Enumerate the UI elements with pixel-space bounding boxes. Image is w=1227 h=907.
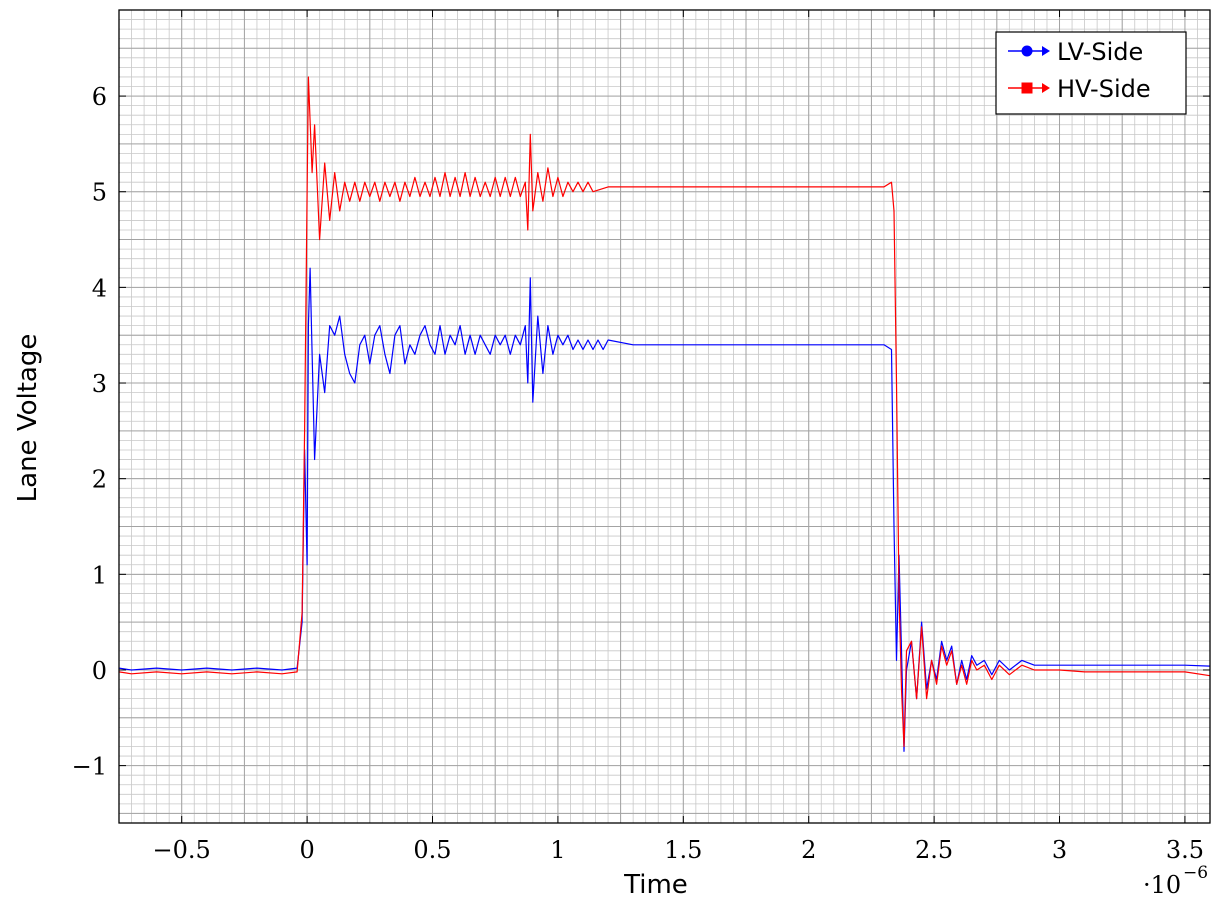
x-scale-exponent: −6: [1183, 863, 1208, 883]
legend-lv-marker-icon: [1021, 45, 1033, 57]
y-tick-label: 4: [92, 274, 107, 302]
x-scale-factor: ·10 −6: [1143, 863, 1208, 899]
x-tick-label: 0: [299, 836, 314, 864]
x-tick-label: 2.5: [915, 836, 953, 864]
legend-entry-hv: HV-Side: [1008, 75, 1151, 103]
legend-hv-label: HV-Side: [1057, 75, 1151, 103]
x-scale-base: ·10: [1143, 871, 1181, 899]
y-tick-label: 3: [92, 370, 107, 398]
minor-grid: [118, 9, 1211, 824]
x-tick-label: 1: [550, 836, 565, 864]
legend-hv-arrow: [1042, 83, 1050, 93]
y-tick-label: 2: [92, 466, 107, 494]
y-axis-label: Lane Voltage: [13, 334, 43, 503]
legend: LV-Side HV-Side: [995, 31, 1187, 115]
series-line-lv-side: [119, 267, 1210, 752]
y-tick-label: 1: [92, 561, 107, 589]
legend-lv-arrow: [1042, 46, 1050, 56]
major-grid: [118, 10, 1210, 823]
x-tick-label: 1.5: [664, 836, 702, 864]
y-tick-label: 0: [92, 657, 107, 685]
x-tick-label: 0.5: [413, 836, 451, 864]
x-tick-label: 3: [1052, 836, 1067, 864]
x-tick-label: 2: [801, 836, 816, 864]
x-axis-ticks: −0.5 0 0.5 1 1.5 2 2.5 3 3.5: [153, 10, 1204, 864]
plot-frame: [118, 9, 1211, 824]
x-axis-label: Time: [623, 870, 688, 900]
y-tick-label: 6: [92, 83, 107, 111]
y-tick-label: −1: [72, 753, 107, 781]
series-layer: [119, 76, 1210, 752]
legend-lv-label: LV-Side: [1057, 38, 1143, 66]
y-tick-label: 5: [92, 179, 107, 207]
x-tick-label: −0.5: [153, 836, 211, 864]
x-tick-label: 3.5: [1166, 836, 1204, 864]
legend-hv-marker-icon: [1021, 82, 1033, 94]
legend-entry-lv: LV-Side: [1008, 38, 1143, 66]
series-line-hv-side: [119, 76, 1210, 748]
y-axis-ticks: −1 0 1 2 3 4 5 6: [72, 83, 1210, 781]
